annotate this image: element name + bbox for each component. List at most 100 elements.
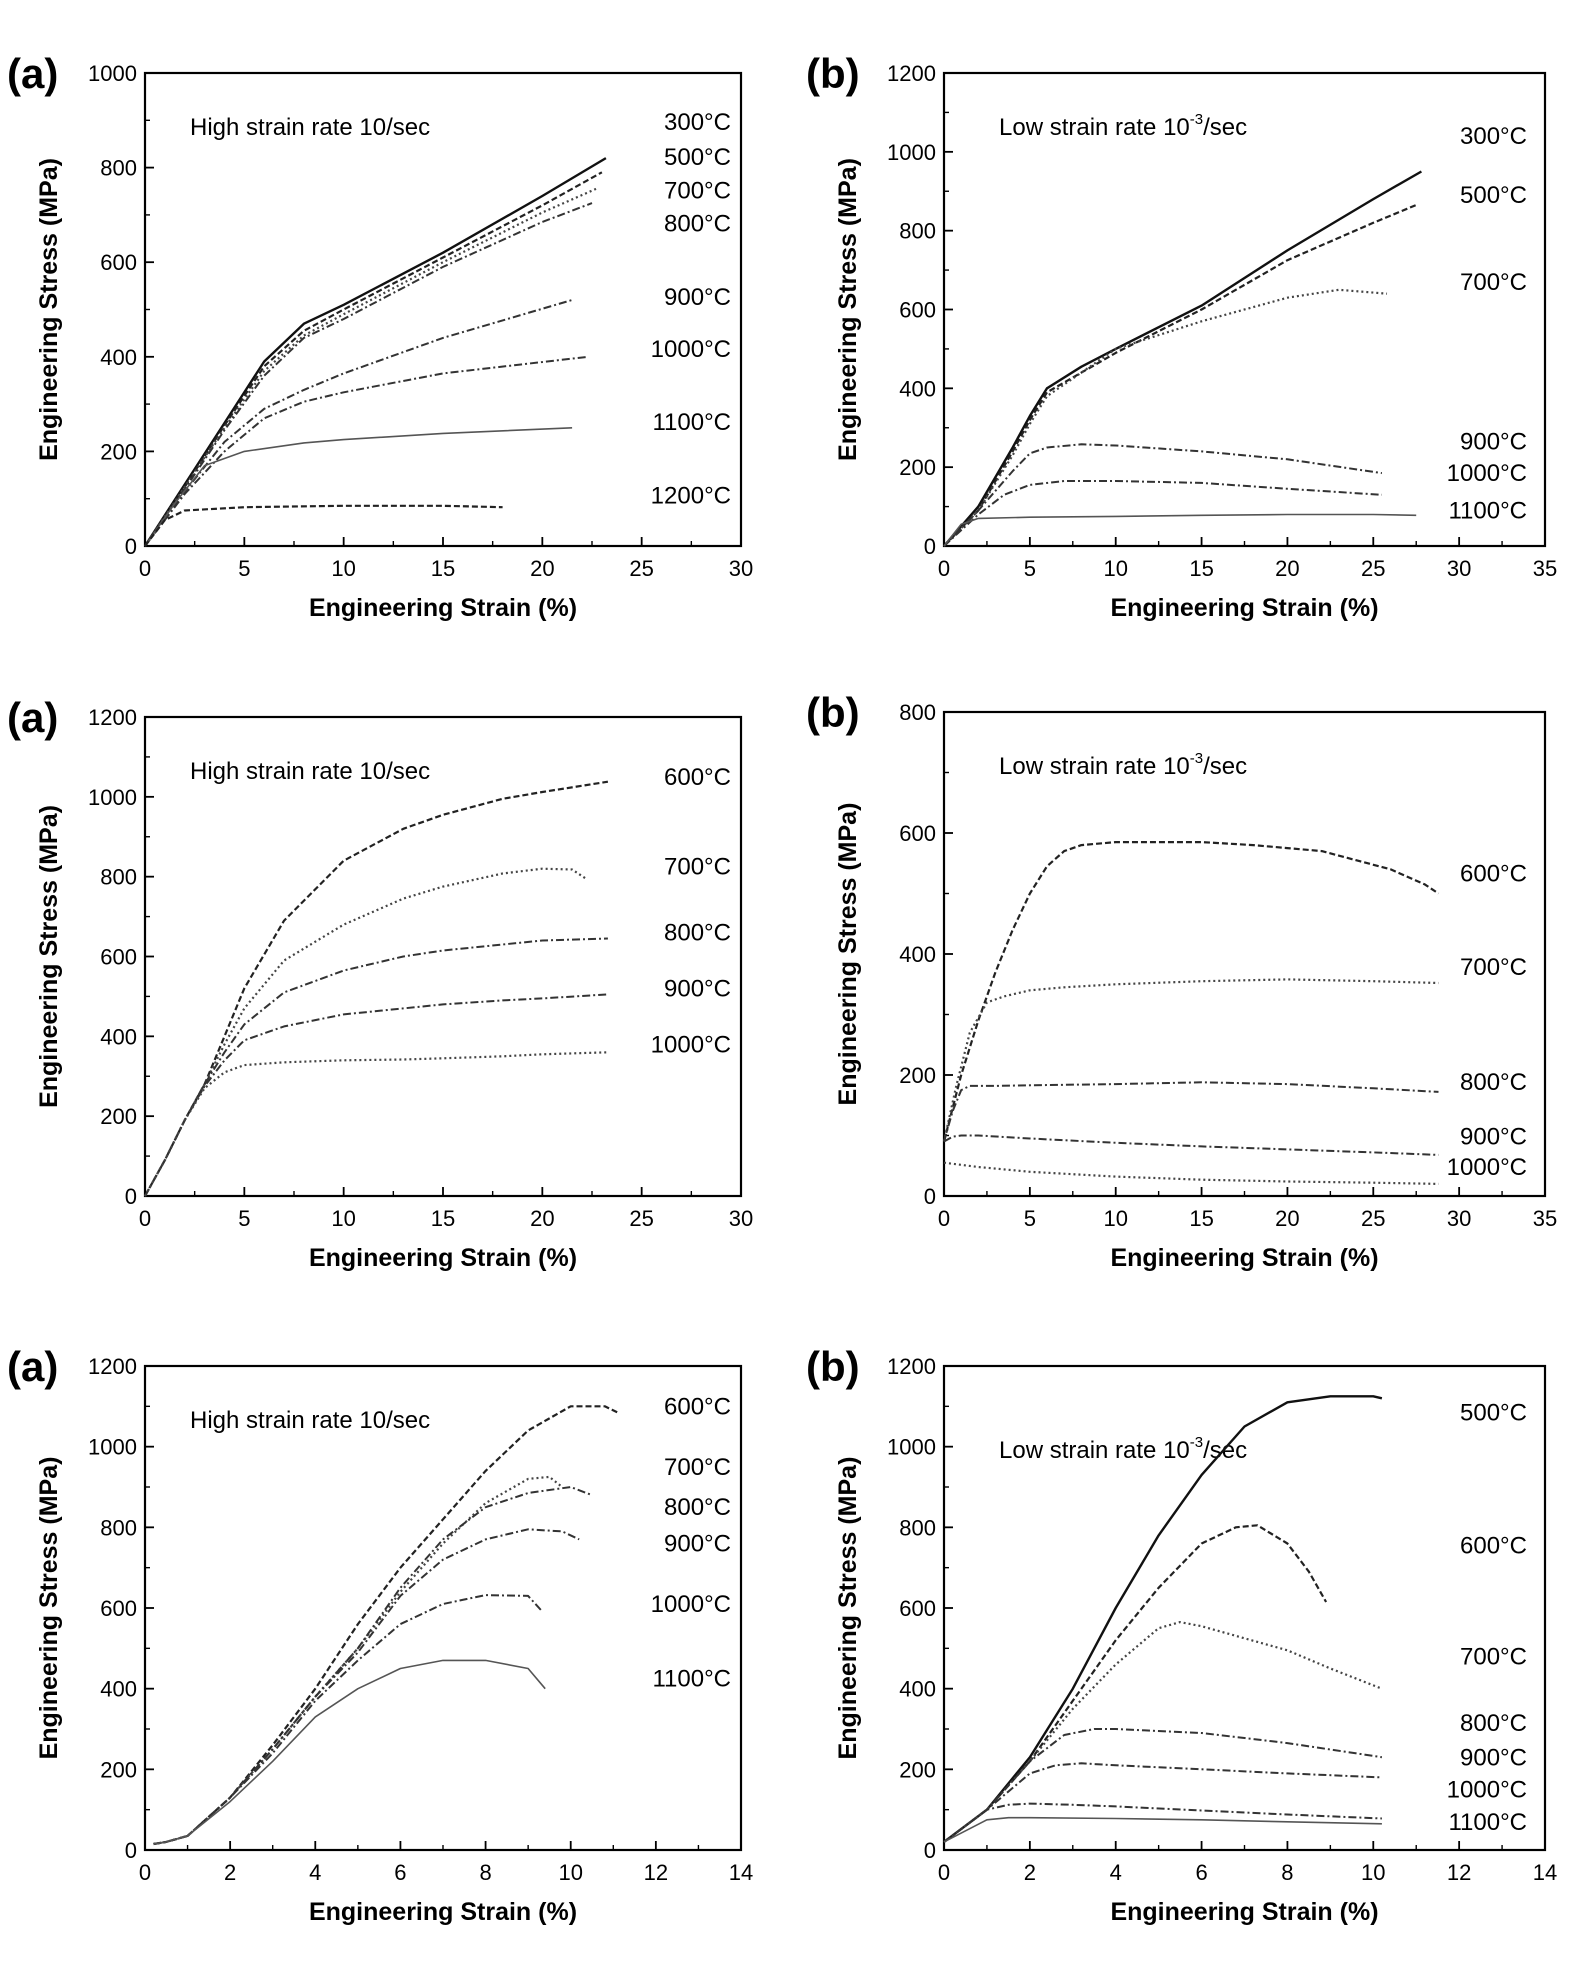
series-line-300c: [143, 157, 607, 547]
x-tick-label: 0: [139, 1860, 151, 1885]
series-line-900c: [153, 1528, 580, 1845]
series-label: 1000°C: [651, 336, 731, 363]
y-tick-label: 0: [125, 1838, 137, 1863]
series-line-700c: [144, 867, 587, 1197]
x-tick-label: 12: [644, 1860, 668, 1885]
series-label: 700°C: [664, 177, 731, 204]
x-tick-label: 0: [938, 1860, 950, 1885]
y-tick-label: 1200: [88, 1354, 137, 1379]
x-tick-label: 30: [1447, 556, 1471, 581]
strain-rate-annotation: Low strain rate 10-3/sec: [999, 111, 1247, 141]
chart-panel-5: 0 2 4 6 8 10 12 14 0 200 400 600 800 1000 1200 Engineer…: [7, 1343, 753, 1926]
y-tick-label: 600: [899, 298, 936, 323]
series-label: 300°C: [664, 109, 731, 136]
series-line-600c: [942, 840, 1440, 1142]
x-tick-label: 15: [431, 556, 455, 581]
series-label: 1000°C: [1447, 460, 1527, 487]
series-label: 700°C: [1460, 1643, 1527, 1670]
x-tick-label: 10: [1361, 1860, 1385, 1885]
x-tick-label: 25: [629, 556, 653, 581]
x-tick-label: 14: [729, 1860, 753, 1885]
x-tick-label: 12: [1447, 1860, 1471, 1885]
y-axis-title: Engineering Stress (MPa): [834, 1457, 862, 1760]
series-label: 600°C: [664, 764, 731, 791]
series-label: 900°C: [1460, 428, 1527, 455]
y-tick-label: 0: [125, 534, 137, 559]
series-label: 1000°C: [651, 1591, 731, 1618]
series-label: 900°C: [664, 975, 731, 1002]
series-line-500c: [943, 1395, 1383, 1843]
chart-panel-6: 0 2 4 6 8 10 12 14 0 200 400 600 800 1000 1200 Engineer…: [806, 1343, 1557, 1926]
x-tick-label: 0: [139, 556, 151, 581]
x-tick-label: 10: [1103, 556, 1127, 581]
x-tick-label: 6: [394, 1860, 406, 1885]
x-tick-label: 5: [238, 1206, 250, 1231]
y-tick-label: 1200: [88, 705, 137, 730]
series-label: 500°C: [664, 144, 731, 171]
series-line-500c: [943, 203, 1417, 547]
panel-label: (b): [806, 689, 860, 736]
x-tick-label: 10: [1103, 1206, 1127, 1231]
series-label: 1000°C: [1447, 1777, 1527, 1804]
x-tick-label: 30: [1447, 1206, 1471, 1231]
series-line-1100c: [943, 1816, 1382, 1843]
y-axis-title: Engineering Stress (MPa): [35, 158, 63, 461]
x-tick-label: 35: [1533, 556, 1557, 581]
series-line-800c: [153, 1486, 593, 1845]
panel-label: (a): [7, 1343, 58, 1390]
panel-label: (a): [7, 694, 58, 741]
series-label: 700°C: [664, 854, 731, 881]
x-axis-title: Engineering Strain (%): [1110, 594, 1378, 622]
y-tick-label: 0: [924, 1184, 936, 1209]
y-tick-label: 800: [899, 219, 936, 244]
strain-rate-exponent: -3: [1190, 111, 1203, 128]
series-line-1000c: [153, 1594, 542, 1845]
x-tick-label: 10: [331, 1206, 355, 1231]
y-axis-title: Engineering Stress (MPa): [35, 805, 63, 1108]
series-label: 600°C: [1460, 860, 1527, 887]
series-line-800c: [943, 1081, 1439, 1142]
plot-frame: [942, 710, 1547, 1198]
x-tick-label: 0: [938, 556, 950, 581]
y-tick-label: 400: [100, 1677, 137, 1702]
series-line-700c: [943, 1620, 1383, 1843]
strain-rate-unit: /sec: [1203, 1437, 1247, 1464]
series-label: 900°C: [1460, 1744, 1527, 1771]
plot-frame: [143, 71, 743, 548]
series-line-1100c: [153, 1659, 546, 1845]
y-tick-label: 400: [899, 942, 936, 967]
x-tick-label: 8: [1281, 1860, 1293, 1885]
strain-rate-annotation: High strain rate 10/sec: [190, 114, 430, 141]
series-label: 1100°C: [1448, 497, 1527, 524]
y-tick-label: 0: [924, 534, 936, 559]
y-tick-label: 400: [100, 1024, 137, 1049]
series-line-600c: [153, 1405, 618, 1846]
strain-rate-annotation: Low strain rate 10-3/sec: [999, 1434, 1247, 1464]
strain-rate-exponent: -3: [1190, 1434, 1203, 1451]
x-tick-label: 4: [1110, 1860, 1122, 1885]
y-tick-label: 1000: [88, 1435, 137, 1460]
series-label: 800°C: [1460, 1710, 1527, 1737]
x-tick-label: 5: [1024, 1206, 1036, 1231]
series-line-700c: [144, 187, 597, 547]
y-tick-label: 1200: [887, 61, 936, 86]
series-label: 800°C: [664, 1494, 731, 1521]
x-tick-label: 15: [1189, 556, 1213, 581]
y-tick-label: 200: [100, 1757, 137, 1782]
x-tick-label: 20: [1275, 1206, 1299, 1231]
series-line-800c: [943, 1728, 1383, 1843]
y-tick-label: 1000: [88, 785, 137, 810]
series-label: 800°C: [1460, 1069, 1527, 1096]
x-tick-label: 6: [1195, 1860, 1207, 1885]
y-tick-label: 800: [899, 700, 936, 725]
x-tick-label: 20: [1275, 556, 1299, 581]
series-label: 600°C: [1460, 1533, 1527, 1560]
series-label: 600°C: [664, 1393, 731, 1420]
series-label: 500°C: [1460, 182, 1527, 209]
series-line-1000c: [943, 480, 1382, 547]
y-tick-label: 200: [100, 1104, 137, 1129]
x-tick-label: 25: [1361, 556, 1385, 581]
series-label: 900°C: [664, 284, 731, 311]
series-line-900c: [943, 1134, 1439, 1156]
